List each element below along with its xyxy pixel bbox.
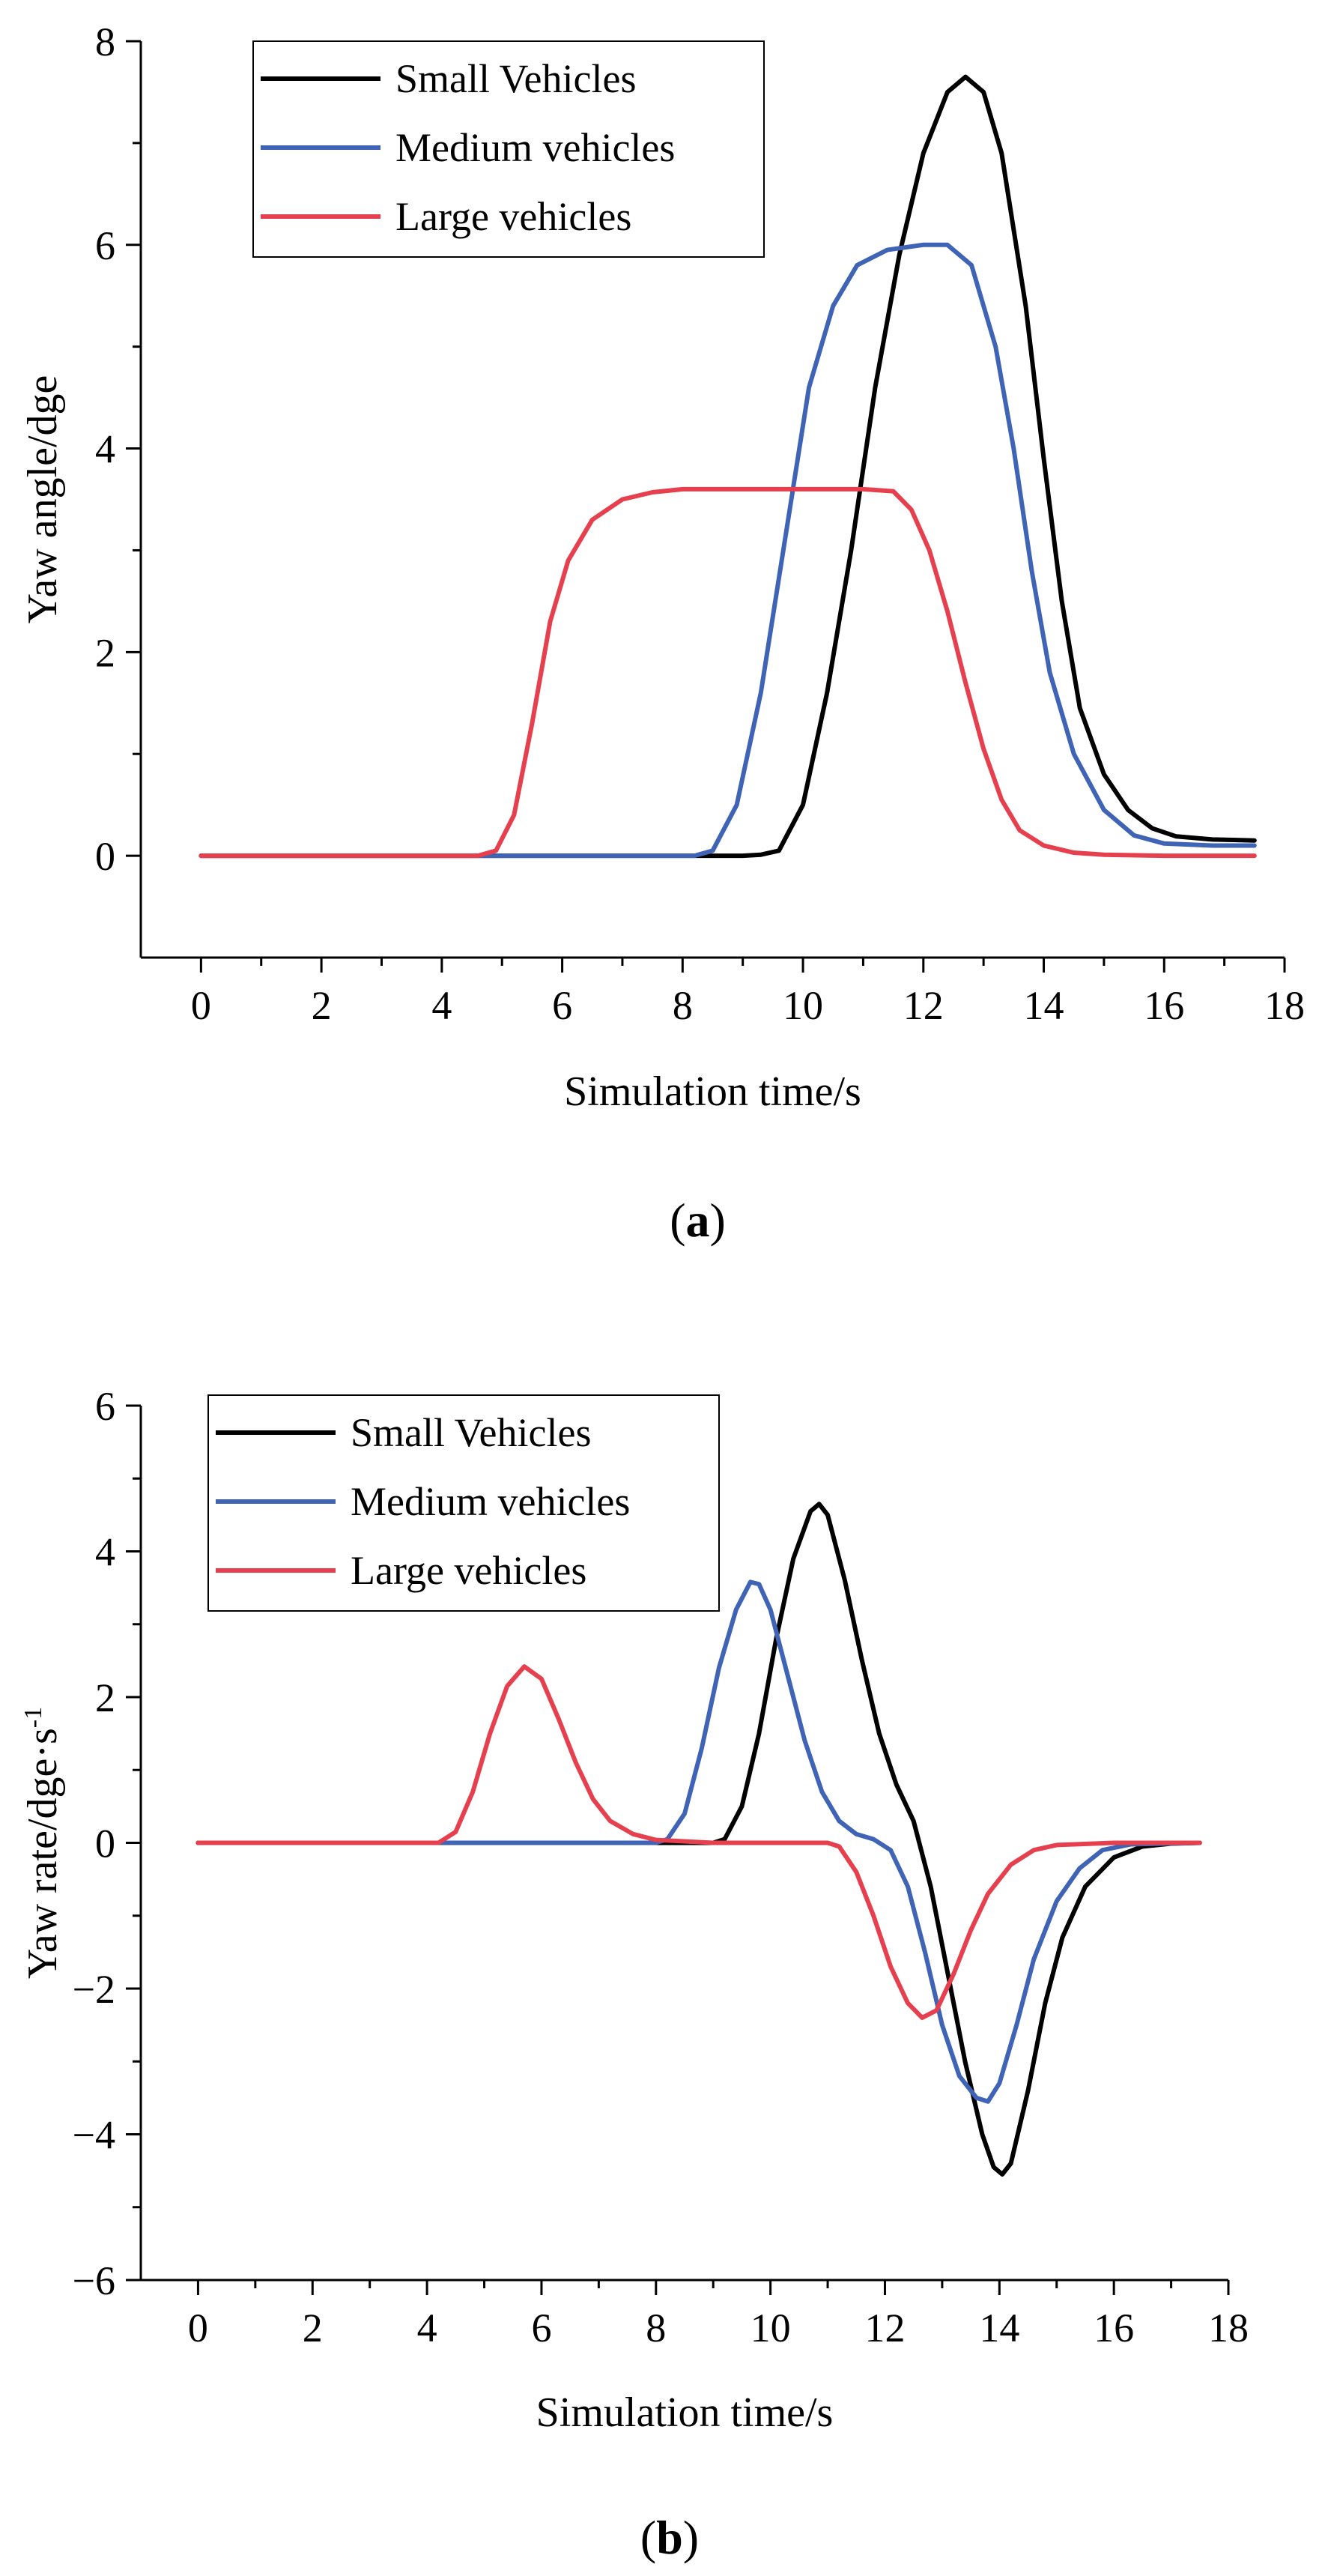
panel-a-legend-label: Medium vehicles: [395, 125, 675, 170]
panel-a-x-axis-label: Simulation time/s: [564, 1068, 861, 1115]
panel-b-y-tick-label: −6: [73, 2258, 115, 2303]
panel-a-x-tick-label: 4: [431, 983, 452, 1028]
panel-b-panel-label-open: (: [640, 2511, 656, 2564]
panel-a-y-tick-label: 8: [95, 19, 115, 64]
panel-a-series-medium-vehicles: [198, 242, 1257, 859]
panel-a-x-tick-label: 10: [783, 983, 823, 1028]
panel-b-legend-label: Small Vehicles: [351, 1410, 591, 1455]
panel-b-panel-label-close: ): [683, 2511, 699, 2564]
panel-b-x-tick-label: 0: [188, 2306, 208, 2350]
panel-b-y-tick-label: 6: [95, 1384, 115, 1429]
panel-a-panel-label-letter: a: [686, 1194, 710, 1247]
panel-b-y-tick-label: 4: [95, 1530, 115, 1575]
panel-a-x-tick-label: 14: [1024, 983, 1064, 1028]
panel-b-legend-label: Large vehicles: [351, 1548, 586, 1593]
panel-b-x-tick-label: 12: [864, 2306, 905, 2350]
panel-b-y-axis-label-superscript: -1: [19, 1707, 47, 1728]
panel-a-chart: 0 2 4 6 8 10 12 14 16 18 0 2 4 6 8 Small Vehicles Medium…: [19, 19, 1305, 1247]
panel-a-legend-label: Large vehicles: [395, 194, 631, 239]
panel-b-y-axis-label-main: Yaw rate/dge·s: [19, 1728, 66, 1979]
panel-a-x-tick-label: 6: [552, 983, 572, 1028]
panel-b-x-tick-label: 6: [531, 2306, 551, 2350]
panel-a-x-tick-label: 2: [312, 983, 332, 1028]
panel-b-x-tick-label: 16: [1094, 2306, 1134, 2350]
panel-b-y-tick-label: −2: [73, 1967, 115, 2012]
panel-a-series-small-vehicles: [198, 74, 1257, 859]
panel-b-series-small-vehicles: [195, 1502, 1202, 2177]
panel-a-y-tick-label: 0: [95, 834, 115, 879]
panel-a-panel-label-close: ): [710, 1194, 726, 1247]
panel-a-legend: Small Vehicles Medium vehicles Large vehic…: [252, 40, 765, 258]
panel-a-x-tick-label: 16: [1144, 983, 1184, 1028]
panel-a-x-tick-label: 0: [191, 983, 211, 1028]
panel-a-x-tick-label: 8: [673, 983, 693, 1028]
panel-b-legend-label: Medium vehicles: [351, 1479, 630, 1524]
panel-b-chart: 0 2 4 6 8 10 12 14 16 18 −6 −4 −2 0 2 4 6 Small Vehicles M…: [19, 1384, 1249, 2564]
panel-b-legend: Small Vehicles Medium vehicles Large vehic…: [207, 1394, 720, 1612]
panel-a-y-tick-label: 6: [95, 223, 115, 268]
panel-a-panel-label: (a): [670, 1194, 726, 1247]
panel-b-x-tick-label: 4: [417, 2306, 437, 2350]
panel-b-series-large-vehicles: [195, 1664, 1202, 2020]
panel-a-y-tick-label: 4: [95, 427, 115, 472]
panel-a-x-tick-label: 18: [1264, 983, 1305, 1028]
panel-b-y-axis-label: Yaw rate/dge·s-1: [19, 1707, 66, 1979]
panel-a-y-tick-label: 2: [95, 630, 115, 675]
panel-b-x-axis-label: Simulation time/s: [536, 2389, 834, 2436]
panel-b-x-tick-label: 18: [1208, 2306, 1249, 2350]
panel-b-panel-label-letter: b: [656, 2511, 683, 2564]
panel-a-x-tick-label: 12: [903, 983, 944, 1028]
panel-b-series-medium-vehicles: [195, 1579, 1202, 2104]
panel-a-y-axis-label: Yaw angle/dge: [19, 375, 66, 624]
panel-b-x-tick-label: 14: [979, 2306, 1019, 2350]
panel-b-x-tick-label: 2: [303, 2306, 323, 2350]
panel-b-y-tick-label: 0: [95, 1821, 115, 1866]
panel-b-y-tick-label: −4: [73, 2113, 115, 2158]
panel-b-y-tick-label: 2: [95, 1675, 115, 1720]
panel-a-series-large-vehicles: [198, 486, 1257, 859]
panel-b-panel-label: (b): [640, 2511, 699, 2564]
panel-a-legend-label: Small Vehicles: [395, 56, 636, 101]
panel-b-x-tick-label: 10: [751, 2306, 791, 2350]
panel-b-x-tick-label: 8: [646, 2306, 666, 2350]
panel-a-panel-label-open: (: [670, 1194, 685, 1247]
